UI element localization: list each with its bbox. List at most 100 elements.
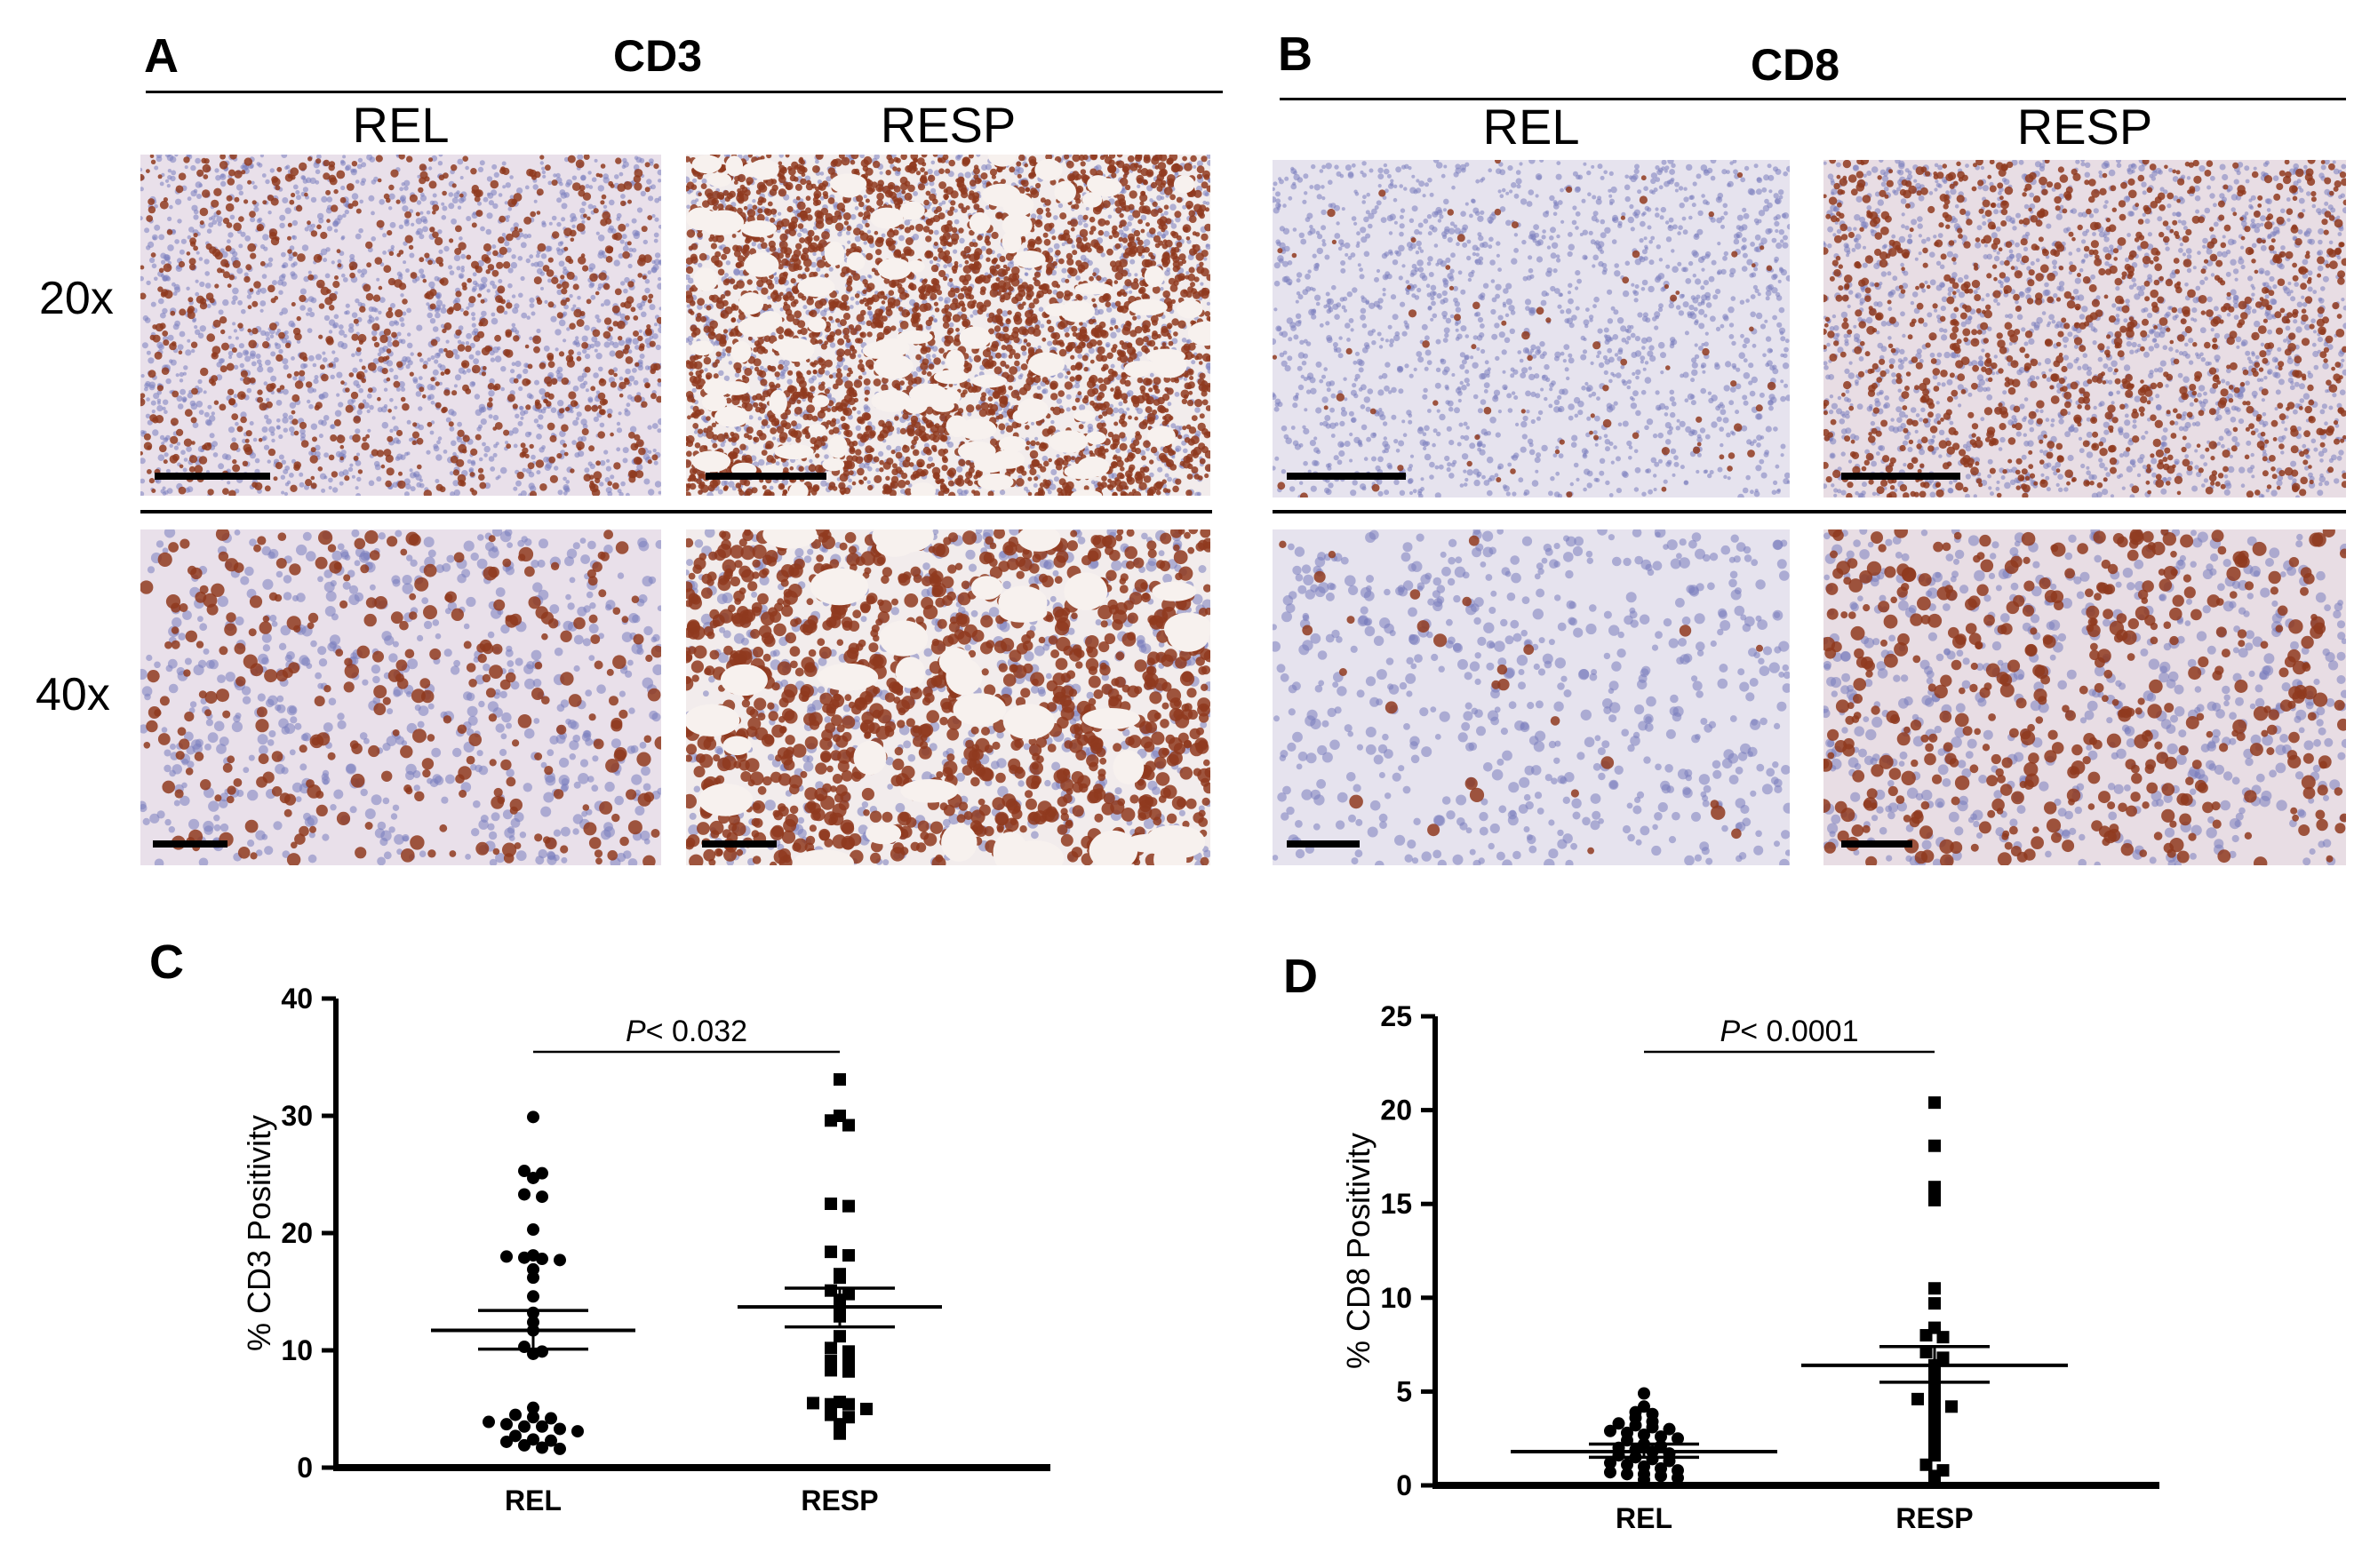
data-point: [554, 1422, 566, 1436]
y-tick-label: 10: [1380, 1282, 1412, 1314]
data-point: [1672, 1432, 1684, 1445]
data-point: [825, 1354, 837, 1367]
data-point: [1928, 1421, 1941, 1434]
data-point: [1612, 1417, 1625, 1430]
scale-bar: [702, 840, 777, 848]
data-point: [518, 1251, 531, 1264]
data-point: [834, 1427, 846, 1440]
data-point: [500, 1435, 513, 1448]
data-point: [1919, 1329, 1933, 1342]
y-tick-label: 5: [1396, 1375, 1412, 1407]
data-point: [825, 1114, 837, 1127]
data-point: [509, 1429, 522, 1443]
p-value-label: P< 0.0001: [1720, 1015, 1859, 1048]
y-tick-label: 25: [1380, 1000, 1412, 1032]
data-point: [545, 1412, 557, 1425]
data-point: [1928, 1139, 1941, 1152]
data-point: [825, 1341, 837, 1355]
scale-bar: [1841, 840, 1912, 848]
y-axis-title: % CD3 Positivity: [241, 1115, 277, 1351]
y-tick-label: 10: [281, 1334, 313, 1366]
chart-cd3-positivity: 0 10 20 30 40 % CD3 Positivity REL RESP P< 0.032: [241, 983, 1050, 1516]
data-point: [536, 1253, 548, 1266]
data-point: [1604, 1424, 1616, 1437]
data-point: [536, 1190, 548, 1204]
data-point: [536, 1441, 548, 1454]
panel-a-header-rule: [146, 91, 1223, 93]
y-tick-label: 20: [281, 1217, 313, 1249]
panel-b-column-rel: REL: [1482, 99, 1580, 155]
data-point: [842, 1345, 855, 1358]
y-tick-label: 0: [1396, 1469, 1412, 1501]
data-point: [842, 1397, 855, 1411]
data-point: [1928, 1297, 1941, 1310]
panel-label-c: C: [149, 935, 184, 989]
scale-bar: [1841, 473, 1960, 480]
data-point: [1928, 1181, 1941, 1194]
data-point: [1928, 1473, 1941, 1486]
panel-b-header-rule: [1280, 98, 2346, 100]
data-point: [1638, 1387, 1650, 1400]
data-point: [518, 1188, 531, 1201]
panel-label-d: D: [1283, 950, 1318, 1003]
data-point: [500, 1418, 513, 1431]
data-point: [1655, 1430, 1667, 1444]
data-point: [1928, 1282, 1941, 1295]
data-point: [1928, 1430, 1941, 1444]
data-point: [842, 1356, 855, 1369]
data-point: [825, 1397, 837, 1411]
data-point: [1928, 1449, 1941, 1462]
panel-b-marker-title: CD8: [1750, 40, 1840, 90]
data-point: [500, 1250, 513, 1263]
data-point: [842, 1249, 855, 1262]
data-point: [527, 1433, 539, 1446]
scale-bar: [1287, 840, 1360, 848]
data-point: [1919, 1346, 1933, 1359]
data-point: [571, 1425, 584, 1438]
micrograph-cd8-resp-20x: [1823, 160, 2346, 497]
data-point: [1928, 1193, 1941, 1206]
micrograph-cd8-rel-40x: [1273, 529, 1790, 865]
data-point: [527, 1401, 539, 1414]
data-point: [825, 1408, 837, 1421]
data-point: [518, 1438, 531, 1452]
data-point: [834, 1418, 846, 1431]
data-point: [1936, 1331, 1950, 1344]
data-point: [1638, 1473, 1650, 1486]
data-point: [842, 1199, 855, 1213]
data-point: [527, 1223, 539, 1237]
data-point: [807, 1397, 819, 1410]
data-point: [834, 1330, 846, 1343]
x-category-label: RESP: [801, 1484, 878, 1516]
data-point: [527, 1171, 539, 1184]
data-point: [1629, 1419, 1642, 1432]
data-point: [1655, 1469, 1667, 1483]
panel-b-row-separator: [1273, 510, 2346, 513]
data-point: [834, 1271, 846, 1285]
micrograph-cd8-rel-20x: [1273, 160, 1790, 497]
data-point: [1663, 1422, 1676, 1436]
p-value-label: P< 0.032: [626, 1015, 747, 1048]
data-point: [860, 1403, 873, 1415]
data-point: [1604, 1456, 1616, 1469]
micrograph-cd8-resp-40x: [1823, 529, 2346, 865]
x-category-label: REL: [1616, 1502, 1672, 1534]
micrograph-cd3-rel-20x: [140, 155, 661, 496]
data-point: [1638, 1428, 1650, 1441]
x-category-label: RESP: [1895, 1502, 1973, 1534]
data-point: [554, 1254, 566, 1267]
data-point: [842, 1365, 855, 1378]
data-point: [518, 1420, 531, 1433]
y-axis-title: % CD8 Positivity: [1340, 1133, 1377, 1369]
data-point: [825, 1198, 837, 1210]
data-point: [1911, 1392, 1924, 1405]
micrograph-cd3-rel-40x: [140, 529, 661, 865]
panel-a-row-separator: [140, 510, 1212, 513]
panel-b-column-resp: RESP: [2016, 99, 2153, 155]
data-point: [527, 1290, 539, 1303]
scale-bar: [153, 840, 227, 848]
scale-bar: [1287, 473, 1406, 480]
panel-label-b: B: [1278, 28, 1313, 81]
row-label-40x: 40x: [36, 669, 110, 720]
data-point: [1672, 1471, 1684, 1484]
